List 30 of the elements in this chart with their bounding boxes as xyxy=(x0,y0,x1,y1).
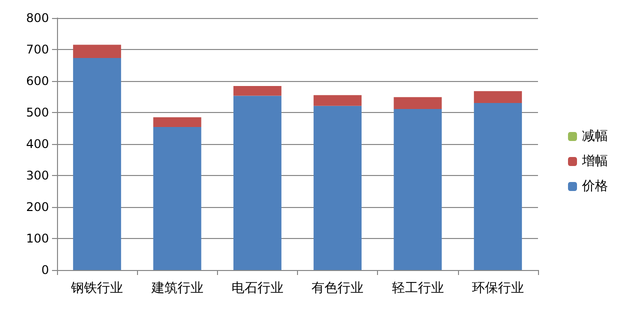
y-tick-label: 700 xyxy=(26,42,49,56)
bar xyxy=(314,95,362,106)
bar xyxy=(153,117,202,127)
bar xyxy=(153,126,202,270)
bar xyxy=(314,106,362,270)
bar xyxy=(474,103,522,270)
bar xyxy=(394,109,442,270)
x-tick-label: 环保行业 xyxy=(472,281,524,296)
legend-label: 价格 xyxy=(581,179,608,194)
x-tick-label: 钢铁行业 xyxy=(70,281,124,296)
legend-label: 增幅 xyxy=(581,154,608,169)
y-tick-label: 300 xyxy=(26,168,49,182)
y-tick-label: 100 xyxy=(26,232,49,246)
bar xyxy=(233,86,282,96)
y-tick-label: 400 xyxy=(26,137,49,151)
bar xyxy=(474,91,522,104)
y-tick-label: 800 xyxy=(26,11,49,25)
x-tick-label: 轻工行业 xyxy=(392,281,444,296)
bar xyxy=(73,44,122,58)
x-tick-label: 建筑行业 xyxy=(150,281,204,296)
x-tick-label: 有色行业 xyxy=(312,281,364,296)
y-tick-label: 0 xyxy=(41,263,49,277)
bar xyxy=(233,96,282,270)
y-tick-label: 500 xyxy=(26,106,49,120)
bar xyxy=(73,58,122,270)
y-tick-label: 200 xyxy=(26,200,49,214)
x-tick-label: 电石行业 xyxy=(231,281,284,296)
legend-label: 减幅 xyxy=(582,129,608,144)
bar xyxy=(394,97,442,110)
y-tick-label: 600 xyxy=(26,74,49,88)
